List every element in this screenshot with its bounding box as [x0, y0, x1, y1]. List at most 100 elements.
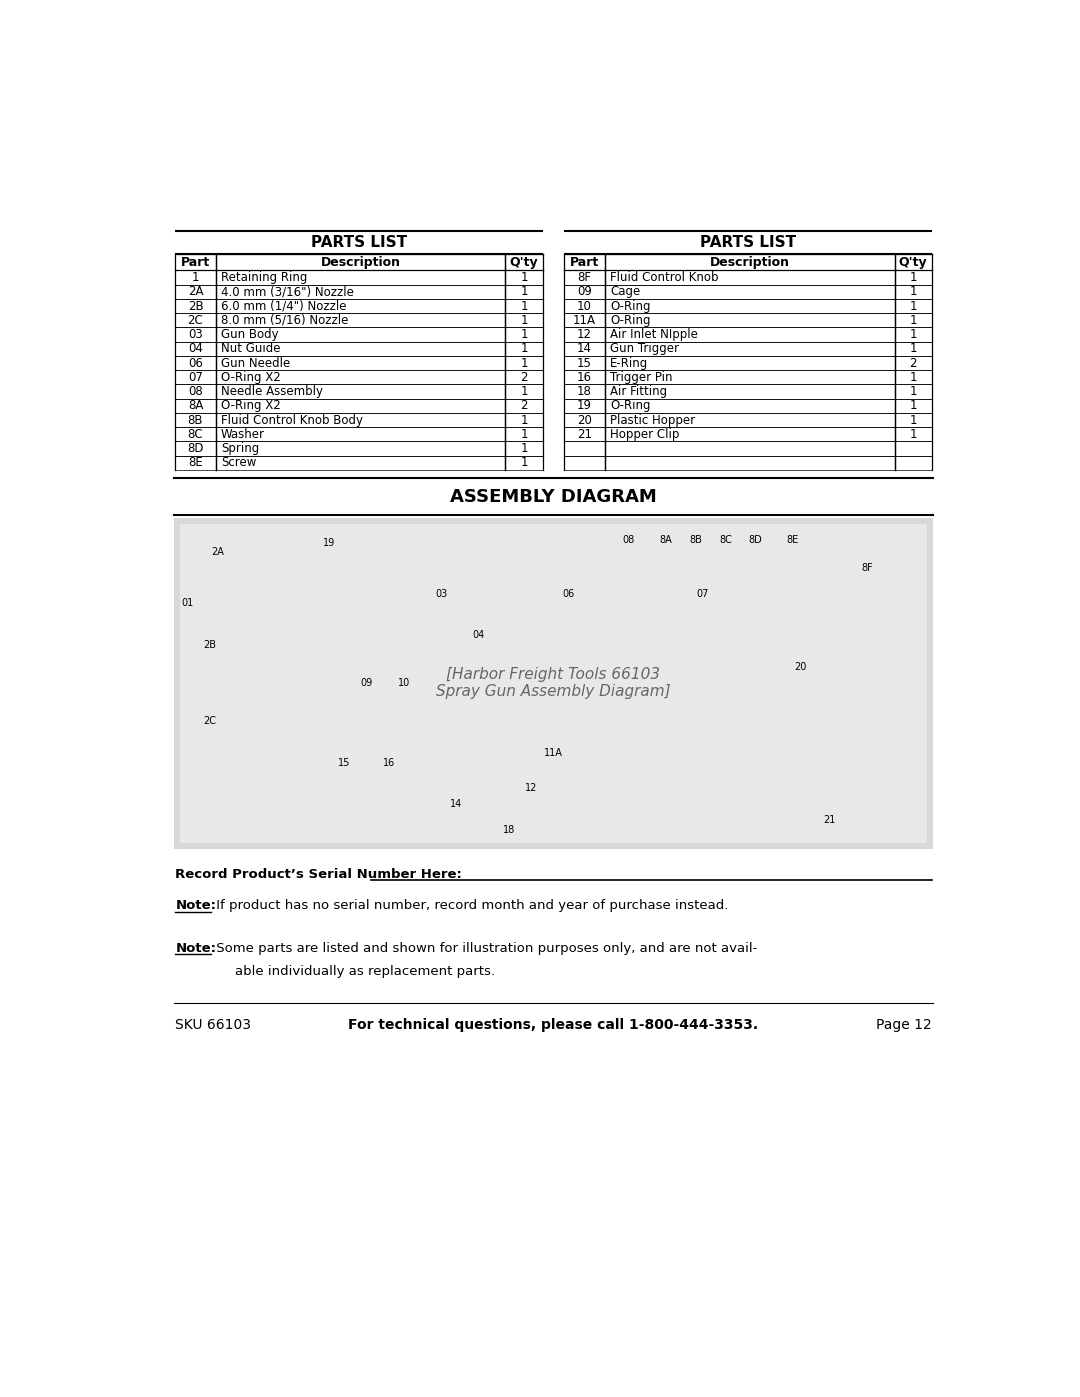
Text: 08: 08	[188, 386, 203, 398]
Text: Washer: Washer	[221, 427, 265, 440]
Text: 21: 21	[824, 816, 836, 826]
Text: 1: 1	[909, 285, 917, 299]
Text: 2A: 2A	[188, 285, 203, 299]
Text: 1: 1	[192, 271, 199, 284]
Text: 03: 03	[435, 590, 447, 599]
Text: O-Ring: O-Ring	[610, 299, 650, 313]
Text: Hopper Clip: Hopper Clip	[610, 427, 679, 440]
Text: 1: 1	[909, 299, 917, 313]
Text: 8F: 8F	[862, 563, 873, 573]
Text: 14: 14	[577, 342, 592, 355]
Text: Plastic Hopper: Plastic Hopper	[610, 414, 696, 426]
Text: 2: 2	[909, 356, 917, 370]
Text: O-Ring: O-Ring	[610, 400, 650, 412]
Text: PARTS LIST: PARTS LIST	[700, 235, 796, 250]
Text: 21: 21	[577, 427, 592, 440]
Text: 15: 15	[577, 356, 592, 370]
Text: Screw: Screw	[221, 457, 256, 469]
Text: [Harbor Freight Tools 66103
Spray Gun Assembly Diagram]: [Harbor Freight Tools 66103 Spray Gun As…	[436, 666, 671, 700]
Text: 11A: 11A	[544, 749, 563, 759]
Text: 1: 1	[521, 386, 528, 398]
Text: 8D: 8D	[187, 441, 204, 455]
Text: Some parts are listed and shown for illustration purposes only, and are not avai: Some parts are listed and shown for illu…	[212, 942, 757, 954]
Text: 8E: 8E	[786, 535, 799, 545]
Text: Air Inlet NIpple: Air Inlet NIpple	[610, 328, 698, 341]
Text: Note:: Note:	[175, 900, 216, 912]
Text: Air Fitting: Air Fitting	[610, 386, 667, 398]
Text: 2C: 2C	[188, 314, 203, 327]
Text: For technical questions, please call 1-800-444-3353.: For technical questions, please call 1-8…	[349, 1018, 758, 1032]
Text: O-Ring X2: O-Ring X2	[221, 370, 281, 384]
Text: 2B: 2B	[203, 640, 216, 650]
Text: 1: 1	[909, 400, 917, 412]
Text: Record Product’s Serial Number Here:: Record Product’s Serial Number Here:	[175, 869, 462, 882]
Text: 2C: 2C	[203, 717, 216, 726]
Text: 8A: 8A	[188, 400, 203, 412]
Text: 10: 10	[397, 678, 410, 689]
Text: Nut Guide: Nut Guide	[221, 342, 281, 355]
Text: O-Ring X2: O-Ring X2	[221, 400, 281, 412]
Text: 01: 01	[181, 598, 193, 609]
Text: PARTS LIST: PARTS LIST	[311, 235, 407, 250]
Text: 1: 1	[909, 427, 917, 440]
Text: Gun Trigger: Gun Trigger	[610, 342, 679, 355]
Text: 4.0 mm (3/16") Nozzle: 4.0 mm (3/16") Nozzle	[221, 285, 354, 299]
Text: 1: 1	[909, 271, 917, 284]
Text: 8B: 8B	[689, 535, 702, 545]
Text: Description: Description	[321, 256, 401, 268]
Text: Gun Body: Gun Body	[221, 328, 279, 341]
Text: 1: 1	[909, 342, 917, 355]
Text: O-Ring: O-Ring	[610, 314, 650, 327]
Text: 18: 18	[577, 386, 592, 398]
Text: 8C: 8C	[188, 427, 203, 440]
Text: 04: 04	[188, 342, 203, 355]
Text: 6.0 mm (1/4") Nozzle: 6.0 mm (1/4") Nozzle	[221, 299, 347, 313]
Text: 19: 19	[577, 400, 592, 412]
Text: 1: 1	[521, 285, 528, 299]
Text: Page 12: Page 12	[876, 1018, 932, 1032]
Text: 8.0 mm (5/16) Nozzle: 8.0 mm (5/16) Nozzle	[221, 314, 349, 327]
Text: 1: 1	[521, 414, 528, 426]
Text: If product has no serial number, record month and year of purchase instead.: If product has no serial number, record …	[212, 900, 728, 912]
Text: 15: 15	[338, 757, 351, 768]
Text: Gun Needle: Gun Needle	[221, 356, 291, 370]
Text: 1: 1	[521, 342, 528, 355]
Text: 1: 1	[521, 441, 528, 455]
Text: 18: 18	[502, 824, 515, 835]
Text: Part: Part	[180, 256, 211, 268]
Text: 8B: 8B	[188, 414, 203, 426]
Text: 16: 16	[577, 370, 592, 384]
Text: 8D: 8D	[748, 535, 762, 545]
Text: Description: Description	[710, 256, 789, 268]
Text: 1: 1	[521, 314, 528, 327]
Text: 1: 1	[521, 356, 528, 370]
Text: 11A: 11A	[573, 314, 596, 327]
Text: Trigger Pin: Trigger Pin	[610, 370, 673, 384]
Text: 1: 1	[521, 427, 528, 440]
Text: Note:: Note:	[175, 942, 216, 954]
Text: 2B: 2B	[188, 299, 203, 313]
Text: 1: 1	[521, 271, 528, 284]
Text: 07: 07	[188, 370, 203, 384]
Bar	[180, 524, 927, 842]
Text: Spring: Spring	[221, 441, 259, 455]
Text: Fluid Control Knob: Fluid Control Knob	[610, 271, 718, 284]
Text: 03: 03	[188, 328, 203, 341]
Text: SKU 66103: SKU 66103	[175, 1018, 252, 1032]
Text: 08: 08	[622, 535, 634, 545]
Text: able individually as replacement parts.: able individually as replacement parts.	[235, 965, 495, 978]
Text: 16: 16	[383, 757, 395, 768]
Text: 1: 1	[909, 370, 917, 384]
Bar	[174, 518, 933, 849]
Text: 2A: 2A	[211, 548, 224, 557]
Text: 2: 2	[521, 400, 528, 412]
Text: 10: 10	[577, 299, 592, 313]
Text: Cage: Cage	[610, 285, 640, 299]
Text: 1: 1	[909, 386, 917, 398]
Text: 1: 1	[909, 414, 917, 426]
Text: 04: 04	[473, 630, 485, 640]
Text: 14: 14	[450, 799, 462, 809]
Text: 20: 20	[577, 414, 592, 426]
Text: 8C: 8C	[719, 535, 732, 545]
Text: 06: 06	[188, 356, 203, 370]
